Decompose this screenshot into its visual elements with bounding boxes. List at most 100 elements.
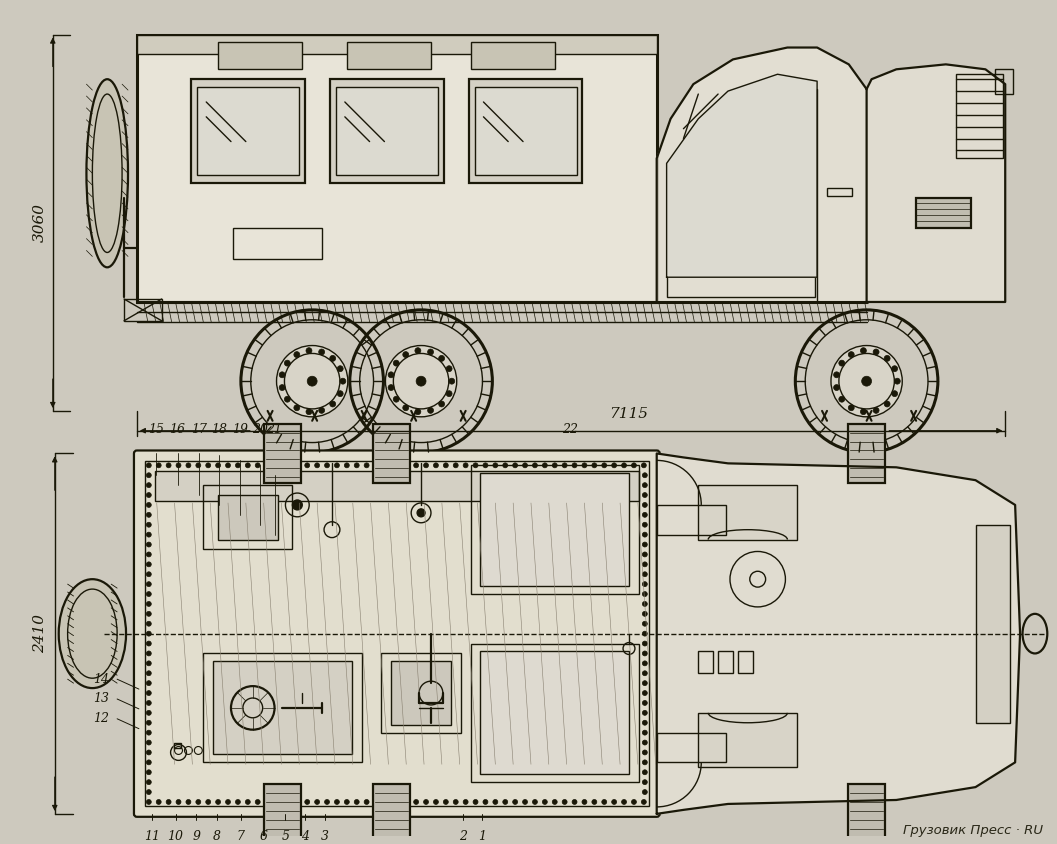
Circle shape xyxy=(892,365,897,371)
Circle shape xyxy=(572,799,577,804)
Circle shape xyxy=(196,463,201,468)
Circle shape xyxy=(255,799,260,804)
Circle shape xyxy=(643,641,647,646)
Text: 21: 21 xyxy=(266,423,282,436)
Circle shape xyxy=(337,391,344,397)
Circle shape xyxy=(643,621,647,626)
Bar xyxy=(263,784,301,843)
Text: 9: 9 xyxy=(192,830,201,842)
Circle shape xyxy=(166,799,171,804)
Circle shape xyxy=(562,799,568,804)
Text: 4: 4 xyxy=(301,830,310,842)
Bar xyxy=(475,87,576,176)
Circle shape xyxy=(265,799,271,804)
Circle shape xyxy=(642,463,646,468)
Bar xyxy=(372,784,410,843)
Circle shape xyxy=(884,401,890,407)
Circle shape xyxy=(146,661,151,666)
Circle shape xyxy=(493,799,498,804)
Bar xyxy=(470,41,555,69)
Circle shape xyxy=(146,592,151,597)
Circle shape xyxy=(483,463,488,468)
Circle shape xyxy=(424,799,428,804)
Bar xyxy=(470,643,638,782)
Circle shape xyxy=(330,355,336,361)
Circle shape xyxy=(275,799,280,804)
Circle shape xyxy=(279,372,285,378)
Circle shape xyxy=(873,408,879,414)
Circle shape xyxy=(345,799,349,804)
Circle shape xyxy=(643,582,647,587)
Circle shape xyxy=(642,799,646,804)
Bar xyxy=(382,653,461,733)
Circle shape xyxy=(446,391,452,397)
Circle shape xyxy=(146,611,151,616)
Circle shape xyxy=(643,701,647,706)
Circle shape xyxy=(374,463,379,468)
Circle shape xyxy=(146,680,151,685)
Text: 19: 19 xyxy=(231,423,248,436)
Circle shape xyxy=(236,463,240,468)
Bar xyxy=(218,41,302,69)
Circle shape xyxy=(552,463,557,468)
Circle shape xyxy=(513,463,518,468)
Circle shape xyxy=(324,799,330,804)
Circle shape xyxy=(403,352,409,358)
Circle shape xyxy=(294,352,300,358)
Bar xyxy=(347,41,431,69)
Circle shape xyxy=(156,463,161,468)
Circle shape xyxy=(146,631,151,636)
Circle shape xyxy=(177,463,181,468)
Circle shape xyxy=(522,799,527,804)
Circle shape xyxy=(601,463,607,468)
Text: 15: 15 xyxy=(148,423,164,436)
Bar xyxy=(214,662,352,755)
Circle shape xyxy=(503,799,507,804)
Circle shape xyxy=(166,463,171,468)
Text: 1: 1 xyxy=(479,830,486,842)
Circle shape xyxy=(592,799,597,804)
Circle shape xyxy=(305,348,312,354)
Circle shape xyxy=(873,349,879,355)
Circle shape xyxy=(318,349,324,355)
Circle shape xyxy=(643,651,647,656)
Circle shape xyxy=(305,408,312,414)
Circle shape xyxy=(474,463,478,468)
Circle shape xyxy=(265,463,271,468)
Bar xyxy=(391,662,450,725)
Polygon shape xyxy=(667,74,817,277)
Circle shape xyxy=(294,405,300,411)
Bar xyxy=(468,79,582,183)
Text: 7: 7 xyxy=(237,830,245,842)
Circle shape xyxy=(643,512,647,517)
Text: 18: 18 xyxy=(211,423,227,436)
Circle shape xyxy=(384,463,389,468)
Polygon shape xyxy=(867,64,1005,302)
Circle shape xyxy=(860,348,867,354)
Circle shape xyxy=(255,463,260,468)
Bar xyxy=(336,87,438,176)
Circle shape xyxy=(146,790,151,794)
Circle shape xyxy=(453,463,458,468)
Circle shape xyxy=(415,408,421,414)
Circle shape xyxy=(849,405,854,411)
Circle shape xyxy=(643,671,647,676)
Circle shape xyxy=(884,355,890,361)
Circle shape xyxy=(483,799,488,804)
Circle shape xyxy=(318,408,324,414)
Bar xyxy=(263,424,301,483)
Circle shape xyxy=(643,611,647,616)
Circle shape xyxy=(284,396,291,403)
Text: 14: 14 xyxy=(93,673,109,685)
Circle shape xyxy=(582,799,587,804)
Circle shape xyxy=(295,463,300,468)
Circle shape xyxy=(330,401,336,407)
Circle shape xyxy=(146,533,151,537)
Circle shape xyxy=(643,690,647,695)
Circle shape xyxy=(146,641,151,646)
Circle shape xyxy=(394,799,398,804)
Text: 22: 22 xyxy=(561,423,577,436)
Circle shape xyxy=(503,463,507,468)
Circle shape xyxy=(433,799,439,804)
Circle shape xyxy=(643,522,647,528)
